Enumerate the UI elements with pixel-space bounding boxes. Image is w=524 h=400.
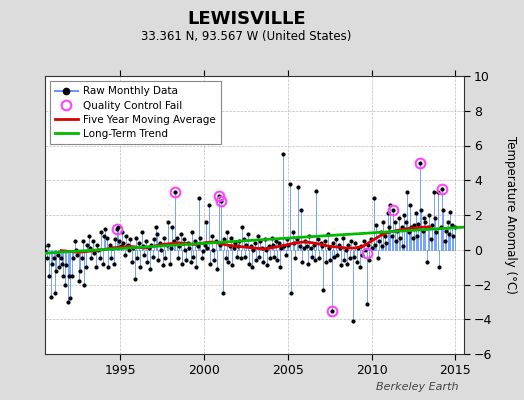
Legend: Raw Monthly Data, Quality Control Fail, Five Year Moving Average, Long-Term Tren: Raw Monthly Data, Quality Control Fail, … — [50, 81, 221, 144]
Y-axis label: Temperature Anomaly (°C): Temperature Anomaly (°C) — [504, 136, 517, 294]
Text: LEWISVILLE: LEWISVILLE — [187, 10, 305, 28]
Text: Berkeley Earth: Berkeley Earth — [376, 382, 458, 392]
Text: 33.361 N, 93.567 W (United States): 33.361 N, 93.567 W (United States) — [141, 30, 352, 43]
